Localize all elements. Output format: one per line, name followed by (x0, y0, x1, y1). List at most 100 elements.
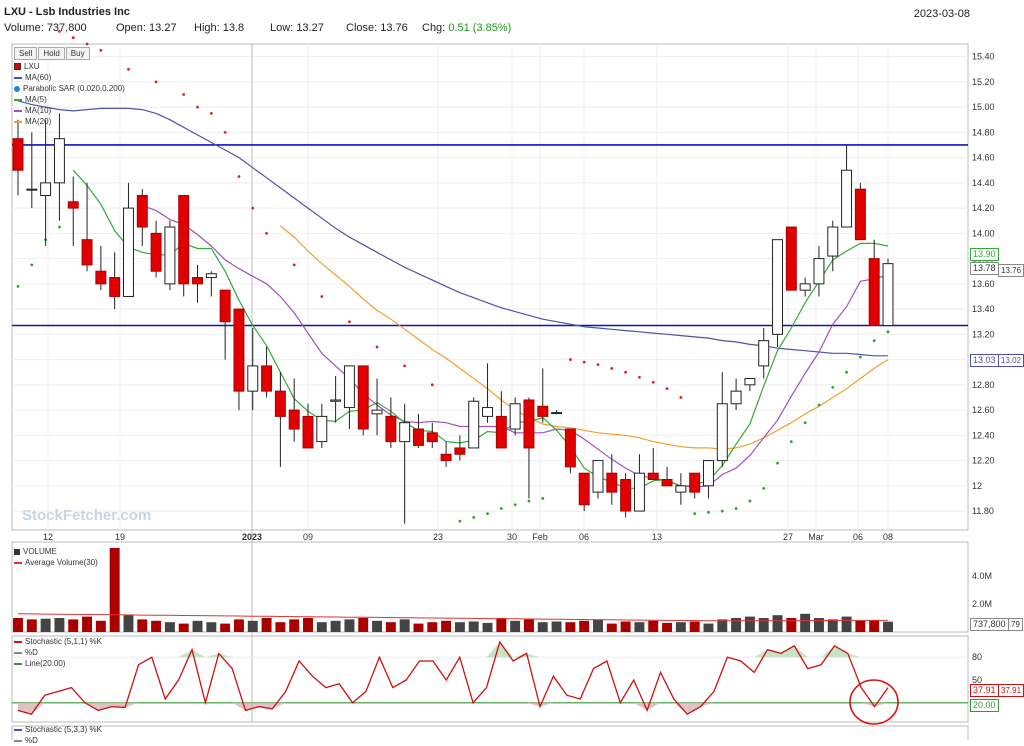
volume-bar (233, 619, 244, 632)
candle-body (468, 400, 480, 449)
overbought-fill (178, 649, 192, 658)
sar-dot (872, 339, 876, 343)
candle-body (12, 138, 24, 171)
line-icon (14, 662, 22, 665)
candle-body (413, 428, 424, 446)
sar-dot (513, 503, 517, 507)
oversold-fill (647, 702, 661, 711)
volume-bar (758, 618, 769, 632)
legend-text: MA(20) (25, 117, 52, 126)
candle-body (675, 485, 687, 493)
sar-dot (665, 387, 669, 391)
candle-body (689, 472, 701, 493)
price-tick-label: 14.60 (972, 153, 995, 163)
stoch-tick-label: 50 (972, 675, 982, 685)
sar-dot (776, 461, 779, 465)
price-tick-label: 14.00 (972, 228, 995, 238)
legend-ma60: MA(60) (14, 72, 125, 83)
buy-button[interactable]: Buy (65, 47, 90, 60)
chart-date: 2023-03-08 (913, 8, 970, 20)
volume-bar (786, 618, 797, 632)
tag-ma60-right: 13.02 (998, 354, 1024, 367)
volume-tick-label: 2.0M (972, 599, 992, 609)
volume-bar (523, 619, 534, 632)
candle-body (192, 277, 203, 285)
x-tick-label: 08 (883, 532, 893, 542)
volume-bar (551, 621, 562, 632)
volume-bar (344, 619, 355, 632)
candle-body (385, 415, 397, 443)
volume-bar (82, 616, 93, 632)
ticker-title: LXU - Lsb Industries Inc (4, 6, 130, 18)
volume-bar (399, 619, 410, 632)
candle-body (109, 277, 121, 297)
sar-dot (720, 509, 724, 513)
oversold-fill (31, 702, 45, 715)
sell-button[interactable]: Sell (14, 47, 38, 60)
candle-body (523, 399, 535, 449)
ma60-line (17, 100, 888, 357)
volume-stat: Volume: 737,800 (4, 22, 116, 34)
ma20-line (280, 225, 889, 450)
candle-body (509, 403, 521, 430)
candle-body (495, 415, 507, 449)
candle-body (578, 472, 590, 506)
candle-body (454, 447, 466, 455)
legend-text: MA(60) (25, 73, 52, 82)
legend-text: Stochastic (5,3,3) %K (25, 725, 102, 734)
sar-dot (486, 512, 489, 515)
volume-bar (372, 620, 383, 632)
sar-dot (348, 320, 351, 324)
candle-body (136, 194, 148, 228)
legend-text: MA(10) (25, 106, 52, 115)
overbought-fill (526, 653, 540, 658)
x-tick-label: 09 (303, 532, 313, 542)
legend-text: %D (25, 648, 38, 657)
legend-ma20: MA(20) (14, 116, 125, 127)
legend-text: LXU (24, 62, 40, 71)
sar-dot (182, 93, 186, 96)
volume-bar (454, 622, 465, 632)
candle-body (205, 273, 217, 279)
sar-dot (458, 519, 462, 523)
oversold-fill (861, 702, 875, 707)
volume-bar (579, 620, 590, 632)
sar-dot (71, 36, 75, 40)
sar-dot (651, 380, 655, 384)
sar-dot (817, 403, 821, 407)
tag-stoch: 37.91 (970, 684, 999, 697)
volume-bar (220, 623, 231, 632)
candle-body (592, 460, 604, 493)
overbought-fill (192, 649, 206, 658)
candle-body (247, 365, 259, 392)
sar-dot (58, 29, 61, 33)
ma5-line (72, 169, 889, 489)
sar-dot (265, 231, 268, 235)
bar-icon (14, 548, 20, 555)
avg-volume-line (17, 613, 888, 622)
sar-dot (582, 360, 586, 364)
watermark: StockFetcher.com (22, 507, 152, 524)
hold-button[interactable]: Hold (38, 47, 65, 60)
candle-body (26, 188, 38, 191)
candle-body (233, 308, 245, 392)
close-value: 13.76 (380, 22, 408, 34)
volume-bar (330, 620, 341, 632)
sar-dot (803, 421, 807, 425)
candle-body (261, 365, 273, 392)
sar-dot (679, 396, 683, 399)
open-value: 13.27 (149, 22, 177, 34)
price-tick-label: 12.60 (972, 405, 995, 415)
oversold-fill (687, 702, 701, 715)
candle-body (620, 479, 632, 512)
sar-dot (596, 363, 600, 367)
price-tick-label: 13.20 (972, 329, 995, 339)
volume-bar (247, 620, 258, 632)
sar-dot (789, 440, 793, 444)
candle-body (343, 365, 355, 409)
sar-dot (472, 515, 476, 519)
sar-dot (320, 295, 324, 298)
volume-bar (620, 621, 631, 632)
candle-body (841, 169, 853, 228)
candle-body (40, 182, 52, 196)
